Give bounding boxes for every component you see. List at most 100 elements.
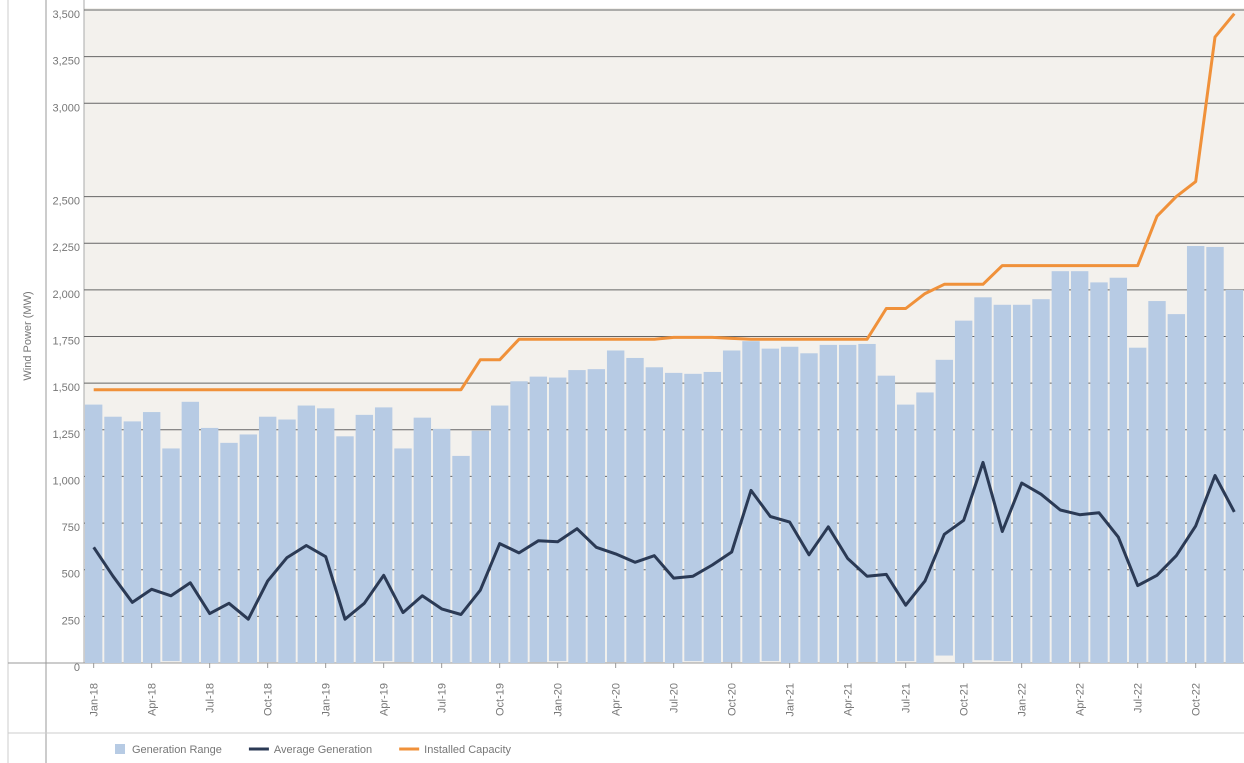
x-tick-label: Oct-18 xyxy=(263,683,275,716)
range-bar xyxy=(374,407,393,662)
x-tick-label: Oct-21 xyxy=(959,683,971,716)
range-bar xyxy=(568,370,586,663)
legend-swatch xyxy=(115,744,125,754)
line xyxy=(92,460,1236,621)
y-tick-label: 2,500 xyxy=(52,196,80,208)
x-tick-label: Oct-22 xyxy=(1191,683,1203,716)
range-bar xyxy=(858,343,876,663)
range-bar xyxy=(1148,301,1166,663)
y-tick-label: 2,000 xyxy=(52,289,80,301)
range-bar xyxy=(819,344,838,663)
line xyxy=(93,12,1236,392)
range-bar xyxy=(239,434,258,663)
range-bar xyxy=(664,372,683,663)
y-tick-label: 750 xyxy=(62,522,80,534)
range-bar xyxy=(142,412,161,663)
range-bar xyxy=(703,371,722,663)
x-tick-label: Apr-19 xyxy=(379,683,391,716)
range-bar xyxy=(529,376,548,663)
x-tick-label: Jan-21 xyxy=(785,683,797,717)
x-tick-label: Jul-20 xyxy=(669,683,681,713)
range-bar xyxy=(780,346,799,663)
legend-label: Average Generation xyxy=(274,744,372,756)
plot-background xyxy=(84,8,1244,663)
range-bar xyxy=(742,341,760,663)
range-bar xyxy=(123,421,142,663)
y-tick-label: 2,250 xyxy=(52,242,80,254)
range-bar xyxy=(200,427,219,663)
range-bar xyxy=(1032,299,1050,663)
range-bar xyxy=(974,297,992,661)
range-bar xyxy=(297,405,316,663)
range-bar xyxy=(104,416,122,663)
legend-label: Installed Capacity xyxy=(424,744,511,756)
range-bar xyxy=(336,436,354,663)
x-tick-label: Jul-22 xyxy=(1133,683,1145,713)
x-tick-label: Jan-20 xyxy=(553,683,565,717)
range-bar xyxy=(877,375,896,663)
legend-label: Generation Range xyxy=(132,744,222,756)
y-tick-label: 3,000 xyxy=(52,102,80,114)
range-bar xyxy=(1167,314,1186,663)
x-tick-label: Jan-22 xyxy=(1017,683,1029,717)
x-tick-label: Jul-19 xyxy=(437,683,449,713)
range-bar xyxy=(1051,271,1070,663)
range-bar xyxy=(954,320,973,663)
y-tick-label: 3,250 xyxy=(52,56,80,68)
range-bar xyxy=(1206,246,1224,663)
range-bar xyxy=(220,442,238,663)
range-bar xyxy=(1225,289,1244,663)
range-bar xyxy=(355,414,374,663)
y-tick-label: 1,000 xyxy=(52,475,80,487)
x-tick-label: Jan-18 xyxy=(89,683,101,717)
x-tick-label: Apr-20 xyxy=(611,683,623,716)
range-bar xyxy=(510,381,528,663)
range-bar xyxy=(1070,271,1089,663)
range-bar xyxy=(394,448,412,663)
range-bar xyxy=(471,430,490,663)
x-tick-label: Jul-21 xyxy=(901,683,913,713)
y-tick-label: 1,750 xyxy=(52,336,80,348)
range-bar xyxy=(916,392,934,663)
y-axis-title: Wind Power (MW) xyxy=(22,291,34,380)
range-bar xyxy=(1109,277,1128,663)
range-bar xyxy=(181,401,200,663)
range-bar xyxy=(838,344,857,663)
range-bar xyxy=(587,369,606,663)
range-bar xyxy=(548,377,567,662)
x-tick-label: Jul-18 xyxy=(205,683,217,713)
range-bar xyxy=(606,350,625,663)
range-bar xyxy=(626,357,644,663)
x-tick-label: Oct-19 xyxy=(495,683,507,716)
y-tick-label: 250 xyxy=(62,615,80,627)
range-bar xyxy=(645,367,664,663)
range-bar xyxy=(1128,347,1147,663)
y-tick-label: 500 xyxy=(62,569,80,581)
x-tick-label: Apr-21 xyxy=(843,683,855,716)
y-tick-label: 1,500 xyxy=(52,382,80,394)
y-tick-label: 0 xyxy=(74,662,80,674)
range-bar xyxy=(162,448,180,662)
range-bar xyxy=(896,404,915,662)
range-bar xyxy=(722,350,741,663)
range-bar xyxy=(761,348,780,662)
x-tick-label: Jan-19 xyxy=(321,683,333,717)
range-bar xyxy=(258,416,277,663)
range-bar xyxy=(490,405,509,663)
range-bar xyxy=(1186,246,1205,663)
range-bar xyxy=(993,304,1012,662)
x-tick-label: Apr-18 xyxy=(147,683,159,716)
range-bar xyxy=(84,404,103,663)
range-bar xyxy=(935,359,954,656)
range-bar xyxy=(1090,282,1108,663)
range-bar xyxy=(316,408,335,663)
range-bar xyxy=(432,428,451,663)
range-bar xyxy=(800,353,818,663)
y-tick-label: 1,250 xyxy=(52,429,80,441)
range-bar xyxy=(452,455,470,663)
range-bar xyxy=(413,417,432,663)
x-tick-label: Apr-22 xyxy=(1075,683,1087,716)
range-bar xyxy=(278,419,296,663)
x-tick-label: Oct-20 xyxy=(727,683,739,716)
